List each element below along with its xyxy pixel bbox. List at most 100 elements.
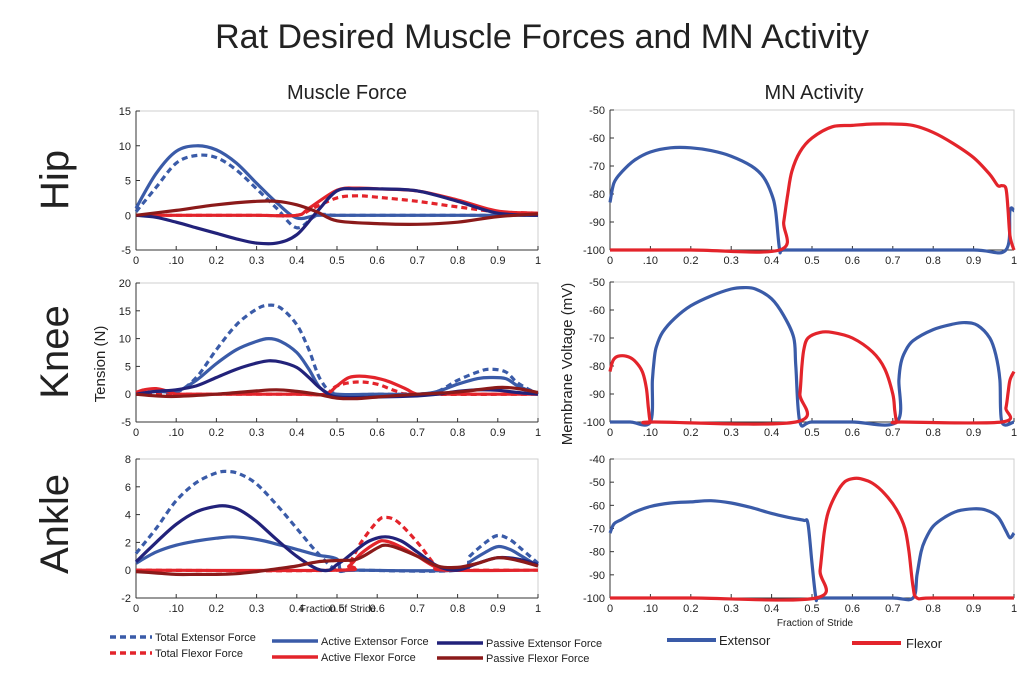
legend-label-extensor: Extensor	[719, 633, 771, 648]
force-ankle-y-tick-label: -2	[121, 593, 131, 605]
force-knee-x-tick-label: 0.8	[450, 427, 465, 439]
mn-hip-x-tick-label: 0.3	[724, 255, 739, 267]
mn-ankle-y-tick-label: -100	[583, 593, 605, 605]
force-knee-y-tick-label: 0	[125, 389, 131, 401]
mn-ankle-x-tick-label: 0.8	[926, 603, 941, 615]
force-ankle-series-active-extensor	[135, 535, 539, 573]
mn-ankle-x-tick-label: 0.3	[724, 603, 739, 615]
force-knee-x-tick-label: 0.4	[289, 427, 304, 439]
legend-label-passive-extensor: Passive Extensor Force	[486, 638, 602, 650]
mn-hip-x-tick-label: 1	[1011, 255, 1017, 267]
legend-item-extensor: Extensor	[667, 633, 771, 648]
force-ankle-x-tick-label: .10	[169, 603, 184, 615]
mn-knee-y-tick-label: -100	[583, 417, 605, 429]
mn-ankle-panel: -100 -90 -80 -70 -60 -50 -40 0 .10 0.2 0.3 0.4 0.5 0.…	[583, 454, 1017, 615]
mn-knee-y-tick-label: -90	[589, 389, 605, 401]
force-hip-x-tick-label: 0.2	[209, 255, 224, 267]
force-hip-y-tick-label: 15	[119, 106, 131, 118]
force-hip-x-tick-label: 0	[133, 255, 139, 267]
force-knee-y-tick-label: 15	[119, 306, 131, 318]
force-knee-series-total-extensor	[135, 303, 539, 397]
mn-ankle-y-tick-label: -70	[589, 524, 605, 536]
force-ankle-x-tick-label: 0.6	[370, 603, 385, 615]
force-hip-series-passive-extensor	[135, 186, 539, 246]
legend-item-passive-extensor: Passive Extensor Force	[437, 638, 602, 650]
mn-knee-x-tick-label: 0.4	[764, 427, 779, 439]
mn-ankle-series-mn-extensor	[608, 499, 1016, 603]
mn-hip-y-tick-label: -60	[589, 133, 605, 145]
mn-hip-x-tick-label: 0.9	[966, 255, 981, 267]
mn-hip-y-tick-label: -100	[583, 245, 605, 257]
force-knee-x-tick-label: 0.5	[329, 427, 344, 439]
mn-knee-x-tick-label: 0.7	[885, 427, 900, 439]
mn-knee-x-tick-label: 0.3	[724, 427, 739, 439]
row-label-knee: Knee	[33, 305, 77, 398]
force-legend: Total Extensor Force Total Flexor Force …	[110, 632, 602, 665]
legend-item-total-extensor: Total Extensor Force	[110, 632, 256, 644]
mn-ankle-x-tick-label: .10	[643, 603, 658, 615]
force-hip-x-tick-label: 0.6	[370, 255, 385, 267]
mn-ankle-y-tick-label: -40	[589, 454, 605, 466]
mn-ankle-x-tick-label: 0.4	[764, 603, 779, 615]
mn-column-title: MN Activity	[765, 82, 864, 104]
force-hip-series-active-extensor	[134, 144, 538, 221]
mn-ankle-y-tick-label: -60	[589, 500, 605, 512]
mn-knee-y-tick-label: -80	[589, 361, 605, 373]
mn-hip-x-tick-label: 0.6	[845, 255, 860, 267]
force-ankle-x-tick-label: 0.2	[209, 603, 224, 615]
force-ankle-series-active-flexor	[135, 539, 539, 573]
force-knee-y-tick-label: -5	[121, 417, 131, 429]
mn-hip-series-mn-extensor	[608, 145, 1016, 255]
force-knee-x-tick-label: 0.6	[370, 427, 385, 439]
legend-item-total-flexor: Total Flexor Force	[110, 648, 243, 660]
mn-knee-x-tick-label: 0.5	[804, 427, 819, 439]
force-knee-x-tick-label: 0	[133, 427, 139, 439]
force-hip-y-tick-label: -5	[121, 245, 131, 257]
mn-knee-panel: -100 -90 -80 -70 -60 -50 0 .10 0.2 0.3 0.4 0.5 0.6 0.…	[583, 277, 1017, 439]
force-ankle-x-tick-label: 0.3	[249, 603, 264, 615]
force-knee-x-tick-label: 0.9	[490, 427, 505, 439]
row-label-ankle: Ankle	[33, 474, 77, 574]
mn-knee-x-tick-label: 1	[1011, 427, 1017, 439]
legend-label-total-flexor: Total Flexor Force	[155, 648, 243, 660]
force-ankle-series-passive-flexor	[135, 543, 539, 577]
mn-hip-y-tick-label: -50	[589, 105, 605, 117]
mn-hip-x-tick-label: .10	[643, 255, 658, 267]
force-ankle-x-tick-label: 0.9	[490, 603, 505, 615]
mn-knee-series-mn-extensor	[609, 285, 1015, 428]
mn-hip-y-tick-label: -70	[589, 161, 605, 173]
mn-ankle-x-tick-label: 0.6	[845, 603, 860, 615]
force-ankle-y-tick-label: 0	[125, 565, 131, 577]
force-ankle-series-passive-extensor	[134, 504, 539, 573]
force-x-axis-label: Fraction of Stride	[300, 604, 377, 615]
mn-knee-series-mn-flexor	[608, 330, 1016, 426]
legend-item-active-extensor: Active Extensor Force	[272, 636, 429, 648]
force-knee-series-active-extensor	[135, 337, 539, 397]
force-hip-x-tick-label: 0.3	[249, 255, 264, 267]
force-ankle-series-total-extensor	[134, 469, 540, 574]
mn-ankle-x-tick-label: 0.5	[804, 603, 819, 615]
mn-hip-x-tick-label: 0.4	[764, 255, 779, 267]
mn-knee-x-tick-label: 0.9	[966, 427, 981, 439]
mn-ankle-y-tick-label: -80	[589, 547, 605, 559]
force-ankle-y-tick-label: 4	[125, 510, 131, 522]
mn-hip-x-tick-label: 0.2	[683, 255, 698, 267]
mn-hip-x-tick-label: 0.7	[885, 255, 900, 267]
force-ankle-x-tick-label: 1	[535, 603, 541, 615]
mn-hip-plot-area	[609, 109, 1015, 251]
force-knee-x-tick-label: 0.2	[209, 427, 224, 439]
force-knee-y-tick-label: 20	[119, 278, 131, 290]
mn-knee-x-tick-label: 0.6	[845, 427, 860, 439]
force-hip-x-tick-label: 0.5	[329, 255, 344, 267]
legend-item-active-flexor: Active Flexor Force	[272, 652, 416, 664]
force-ankle-y-tick-label: 6	[125, 482, 131, 494]
legend-item-flexor: Flexor	[852, 636, 943, 651]
force-column-title: Muscle Force	[287, 82, 407, 104]
mn-knee-y-tick-label: -60	[589, 305, 605, 317]
mn-hip-x-tick-label: 0	[607, 255, 613, 267]
mn-ankle-y-tick-label: -50	[589, 477, 605, 489]
